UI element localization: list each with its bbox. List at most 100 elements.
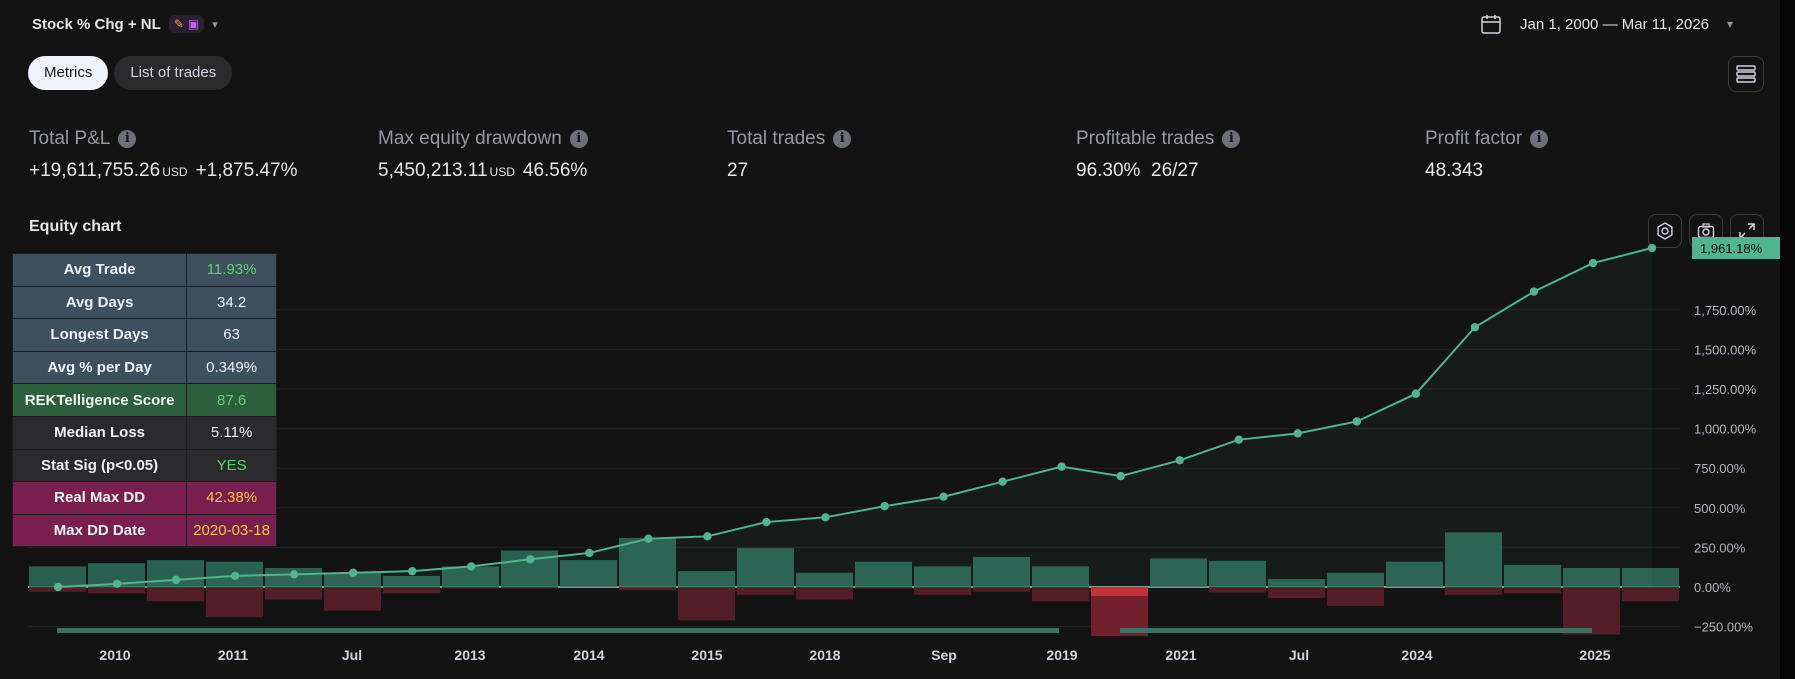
- profit-factor-value: 48.343: [1425, 160, 1484, 181]
- equity-point: [112, 579, 122, 589]
- stats-value: 34.2: [186, 285, 277, 320]
- stats-value: 0.349%: [186, 350, 277, 385]
- profit-bar: [324, 572, 381, 587]
- tab-metrics[interactable]: Metrics: [28, 56, 109, 90]
- profit-bar: [973, 556, 1030, 587]
- equity-point: [998, 477, 1007, 486]
- loss-bar: [147, 587, 204, 602]
- x-tick-label: 2010: [99, 647, 130, 663]
- equity-point: [348, 568, 358, 577]
- profit-bar: [1268, 579, 1325, 587]
- chart-settings-button[interactable]: [1648, 214, 1682, 248]
- profit-bar: [442, 566, 499, 587]
- stats-label: Longest Days: [11, 318, 188, 352]
- drawdown-currency: USD: [489, 165, 515, 179]
- layout-menu-button[interactable]: [1728, 56, 1764, 92]
- x-tick-label: Sep: [931, 647, 957, 663]
- equity-point: [585, 548, 594, 558]
- equity-point: [1647, 243, 1657, 253]
- loss-bar: [1563, 587, 1620, 635]
- loss-bar: [88, 587, 145, 594]
- equity-point: [1588, 258, 1598, 268]
- gear-icon: [1657, 222, 1673, 240]
- x-tick-label: Jul: [342, 647, 362, 663]
- equity-point: [1352, 417, 1362, 426]
- stats-row-avg-days: Avg Days 34.2: [11, 285, 277, 320]
- profit-bar: [88, 563, 145, 587]
- stats-label: Max DD Date: [11, 513, 188, 548]
- buy-hold-band: [1120, 628, 1592, 633]
- stats-label: Real Max DD: [11, 481, 188, 515]
- x-tick-label: 2015: [691, 647, 722, 663]
- stats-row-max-dd-date: Max DD Date 2020-03-18: [11, 513, 277, 548]
- x-tick-label: 2024: [1401, 647, 1432, 663]
- metric-profitable-trades: Profitable trades i 96.30% 26/27: [1076, 128, 1241, 182]
- equity-point: [1057, 462, 1066, 471]
- stats-value: YES: [186, 448, 277, 483]
- metric-total-pnl: Total P&L i +19,611,755.26 USD +1,875.47%: [29, 128, 298, 182]
- loss-bar: [1327, 587, 1384, 607]
- equity-point: [408, 566, 417, 576]
- equity-point: [644, 534, 653, 543]
- pnl-currency: USD: [162, 165, 188, 179]
- stats-label: Avg Trade: [11, 253, 188, 287]
- profit-bar: [383, 575, 440, 587]
- strategy-title: Stock % Chg + NL: [32, 15, 161, 33]
- y-tick-label: 1,000.00%: [1694, 422, 1757, 437]
- profit-bar: [1327, 572, 1384, 587]
- stats-value: 11.93%: [186, 253, 277, 287]
- profitable-ratio: 26/27: [1151, 160, 1199, 181]
- loss-bar: [1504, 587, 1561, 594]
- metric-max-drawdown: Max equity drawdown i 5,450,213.11 USD 46.5…: [378, 128, 588, 182]
- date-range-selector[interactable]: Jan 1, 2000 — Mar 11, 2026 ▾: [1480, 12, 1733, 36]
- stats-label: Stat Sig (p<0.05): [11, 448, 188, 483]
- last-value-box: [1692, 237, 1780, 260]
- stats-row-avg-per-day: Avg % per Day 0.349%: [11, 350, 277, 385]
- loss-bar: [1445, 587, 1502, 595]
- profit-bar: [29, 566, 86, 587]
- info-icon[interactable]: i: [833, 130, 852, 148]
- buy-hold-band: [57, 628, 1059, 633]
- equity-point: [1411, 389, 1421, 398]
- y-tick-label: −250.00%: [1694, 620, 1753, 635]
- pnl-percent: +1,875.47%: [195, 160, 298, 181]
- loss-bar: [1209, 587, 1266, 593]
- info-icon[interactable]: i: [1530, 130, 1549, 148]
- equity-point: [880, 502, 889, 511]
- profit-bar: [1209, 560, 1266, 587]
- edit-icon: ✎: [173, 17, 184, 31]
- equity-point: [939, 492, 948, 501]
- last-value-label: 1,961.18%: [1700, 241, 1763, 256]
- y-tick-label: 1,500.00%: [1694, 342, 1757, 357]
- y-tick-label: 250.00%: [1694, 540, 1746, 555]
- drawdown-percent: 46.56%: [522, 160, 588, 181]
- equity-area: [58, 248, 1652, 588]
- strategy-selector[interactable]: Stock % Chg + NL ✎ ▣ ▾: [32, 12, 218, 36]
- equity-point: [1234, 435, 1243, 444]
- loss-bar: [737, 587, 794, 595]
- equity-chart-title: Equity chart: [29, 218, 122, 235]
- tab-list-of-trades[interactable]: List of trades: [114, 56, 233, 90]
- profit-bar: [1386, 561, 1443, 587]
- metric-label: Max equity drawdown: [378, 128, 562, 149]
- y-tick-label: 1,750.00%: [1694, 303, 1757, 318]
- metric-profit-factor: Profit factor i 48.343: [1425, 128, 1549, 182]
- strategy-badge: ✎ ▣: [168, 15, 205, 33]
- info-icon[interactable]: i: [1222, 130, 1241, 148]
- loss-bar: [855, 587, 912, 589]
- equity-point: [1529, 287, 1539, 296]
- info-icon[interactable]: i: [118, 130, 137, 148]
- stats-row-rek-score: REKTelligence Score 87.6: [11, 383, 277, 417]
- metric-label: Total P&L: [29, 128, 111, 149]
- info-icon[interactable]: i: [569, 130, 588, 148]
- stats-value: 87.6: [186, 383, 277, 417]
- x-tick-label: 2013: [454, 647, 485, 663]
- profit-bar: [1032, 566, 1089, 587]
- x-tick-label: 2025: [1579, 647, 1610, 663]
- metric-label: Total trades: [727, 128, 826, 149]
- equity-point: [526, 555, 535, 564]
- equity-point: [1116, 471, 1125, 481]
- y-tick-label: 0.00%: [1694, 580, 1731, 595]
- x-tick-label: 2021: [1165, 647, 1196, 663]
